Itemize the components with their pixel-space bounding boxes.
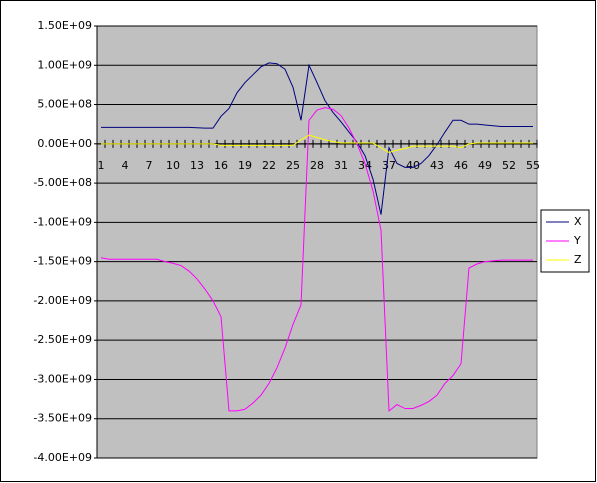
x-tick-label: 1 [98, 159, 105, 172]
y-tick-label: -1.00E+09 [33, 215, 92, 228]
x-tick-label: 49 [478, 159, 492, 172]
y-tick-label: -4.00E+09 [33, 451, 92, 464]
y-tick-label: -2.50E+09 [33, 333, 92, 346]
x-tick-label: 4 [122, 159, 129, 172]
y-tick-label: -3.50E+09 [33, 412, 92, 425]
x-tick-label: 13 [190, 159, 204, 172]
legend-label: Z [574, 253, 582, 266]
plot-area [96, 25, 538, 459]
y-tick-label: 5.00E+08 [37, 98, 92, 111]
x-tick-label: 28 [310, 159, 324, 172]
x-tick-label: 43 [430, 159, 444, 172]
y-tick-label: -2.00E+09 [33, 294, 92, 307]
x-tick-label: 22 [262, 159, 276, 172]
y-tick-label: -1.50E+09 [33, 255, 92, 268]
x-tick-label: 25 [286, 159, 300, 172]
series-line [100, 107, 533, 412]
series-line [101, 134, 533, 154]
x-tick-label: 37 [382, 159, 396, 172]
y-tick-label: 1.50E+09 [37, 19, 92, 32]
x-tick-label: 31 [334, 159, 348, 172]
y-tick-label: 1.00E+09 [37, 58, 92, 71]
x-tick-label: 7 [146, 159, 153, 172]
x-tick-label: 19 [238, 159, 252, 172]
y-tick-label: -3.00E+09 [33, 372, 92, 385]
x-tick-label: 10 [166, 159, 180, 172]
y-tick-label: -5.00E+08 [33, 176, 92, 189]
x-tick-label: 46 [454, 159, 468, 172]
legend-label: X [574, 215, 582, 228]
y-tick-label: 0.00E+00 [37, 137, 92, 150]
x-tick-label: 16 [214, 159, 228, 172]
series-line [101, 62, 533, 215]
x-tick-label: 55 [526, 159, 540, 172]
x-tick-label: 52 [502, 159, 516, 172]
x-tick-label: 34 [358, 159, 372, 172]
legend-label: Y [573, 234, 581, 247]
x-tick-label: 40 [406, 159, 420, 172]
